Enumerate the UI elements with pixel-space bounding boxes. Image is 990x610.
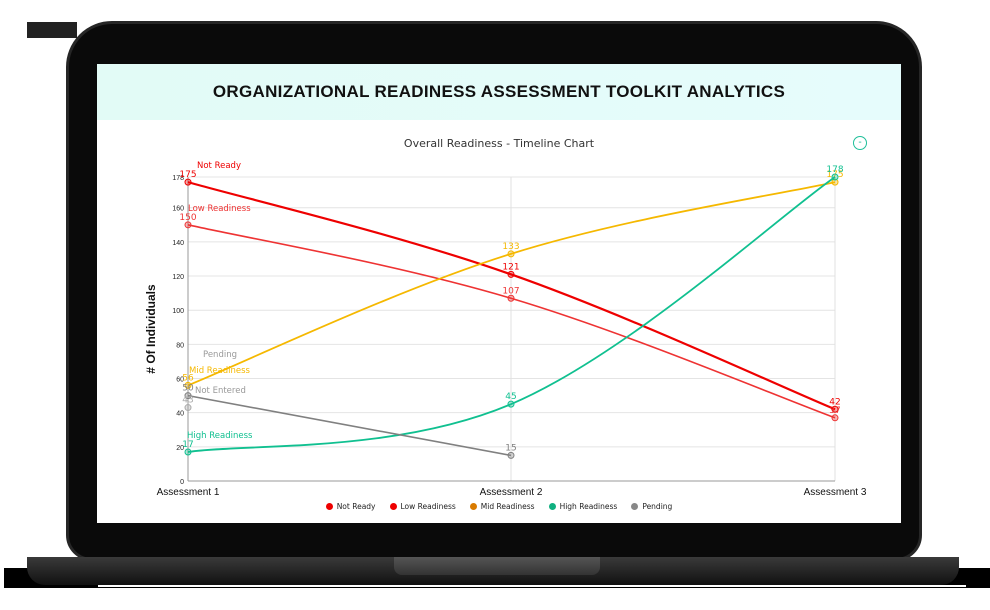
- legend-dot-icon: [469, 503, 477, 510]
- series-line: [187, 224, 836, 419]
- legend-item[interactable]: Low Readiness: [389, 502, 456, 511]
- data-label: 107: [502, 286, 519, 296]
- page-title: ORGANIZATIONAL READINESS ASSESSMENT TOOL…: [212, 82, 786, 101]
- data-point[interactable]: [507, 250, 515, 258]
- series-line: [187, 176, 836, 453]
- legend-label: Low Readiness: [400, 502, 456, 511]
- data-point[interactable]: [184, 381, 192, 389]
- data-point[interactable]: [831, 414, 839, 422]
- data-point[interactable]: [507, 294, 515, 302]
- timeline-chart: 0 20 40 60 80 100 120 140 160 178 Assessment 1 Asse…: [144, 161, 867, 498]
- y-tick-label: 80: [176, 342, 184, 349]
- series-line: [187, 181, 836, 411]
- data-label: 50: [182, 384, 194, 394]
- chart-legend: Not Ready Low Readiness Mid Readiness High …: [97, 502, 901, 511]
- base-line: [98, 585, 966, 587]
- data-point[interactable]: [507, 451, 515, 459]
- data-label: 178: [826, 165, 843, 175]
- legend-dot-icon: [548, 503, 556, 510]
- collapse-icon[interactable]: -: [853, 136, 867, 150]
- chart-title: Overall Readiness - Timeline Chart: [403, 137, 595, 150]
- y-tick-label: 40: [176, 411, 184, 418]
- data-point[interactable]: [184, 392, 192, 400]
- legend-label: High Readiness: [559, 502, 618, 511]
- data-point[interactable]: [507, 400, 515, 408]
- data-label: 45: [505, 392, 516, 402]
- header-banner: ORGANIZATIONAL READINESS ASSESSMENT TOOL…: [97, 64, 901, 120]
- data-point[interactable]: [184, 221, 192, 229]
- y-tick-label: 0: [180, 479, 184, 486]
- data-point[interactable]: [831, 178, 839, 186]
- legend-dot-icon: [389, 503, 397, 510]
- data-label: 175: [179, 170, 196, 180]
- series-annotation: High Readiness: [187, 431, 253, 441]
- data-label: 42: [829, 397, 840, 407]
- data-label: 37: [829, 406, 840, 416]
- data-point[interactable]: [831, 173, 839, 181]
- x-tick-label: Assessment 3: [804, 487, 867, 498]
- data-point[interactable]: [184, 178, 192, 186]
- data-point[interactable]: [184, 448, 192, 456]
- y-tick-label: 160: [172, 206, 184, 213]
- laptop-notch: [394, 557, 600, 575]
- series-annotation: Mid Readiness: [189, 366, 251, 376]
- data-label: 17: [182, 440, 193, 450]
- y-tick-label: 20: [176, 445, 184, 452]
- data-label: 56: [182, 373, 194, 383]
- legend-item[interactable]: Mid Readiness: [469, 502, 535, 511]
- y-tick-label: 140: [172, 240, 184, 247]
- data-point[interactable]: [184, 404, 192, 412]
- series-line: [187, 394, 512, 457]
- x-tick-label: Assessment 2: [480, 487, 543, 498]
- x-tick-label: Assessment 1: [157, 487, 220, 498]
- series-annotation: Low Readiness: [188, 204, 251, 214]
- legend-dot-icon: [325, 503, 333, 510]
- data-label: 15: [505, 443, 516, 453]
- data-point[interactable]: [831, 405, 839, 413]
- y-tick-label: 178: [172, 175, 184, 182]
- y-tick-label: 60: [176, 377, 184, 384]
- screen: ORGANIZATIONAL READINESS ASSESSMENT TOOL…: [97, 64, 901, 523]
- legend-item[interactable]: High Readiness: [548, 502, 618, 511]
- series-annotation: Not Ready: [197, 161, 241, 171]
- y-axis-label: # Of Individuals: [144, 284, 158, 374]
- data-point[interactable]: [507, 270, 515, 278]
- legend-label: Pending: [642, 502, 673, 511]
- series-line: [187, 181, 836, 387]
- legend-label: Mid Readiness: [480, 502, 535, 511]
- legend-item[interactable]: Not Ready: [325, 502, 376, 511]
- series-annotation: Not Entered: [195, 386, 246, 396]
- legend-item[interactable]: Pending: [631, 502, 672, 511]
- data-label: 121: [502, 262, 519, 272]
- legend-dot-icon: [631, 503, 639, 510]
- data-label: 133: [502, 242, 519, 252]
- data-label: 150: [179, 213, 196, 223]
- device-shadow: [27, 22, 77, 38]
- data-label: 43: [182, 396, 193, 406]
- y-tick-label: 120: [172, 274, 184, 281]
- series-annotation: Pending: [203, 350, 237, 360]
- y-tick-label: 100: [172, 308, 184, 315]
- data-label: 175: [826, 170, 843, 180]
- legend-label: Not Ready: [336, 502, 376, 511]
